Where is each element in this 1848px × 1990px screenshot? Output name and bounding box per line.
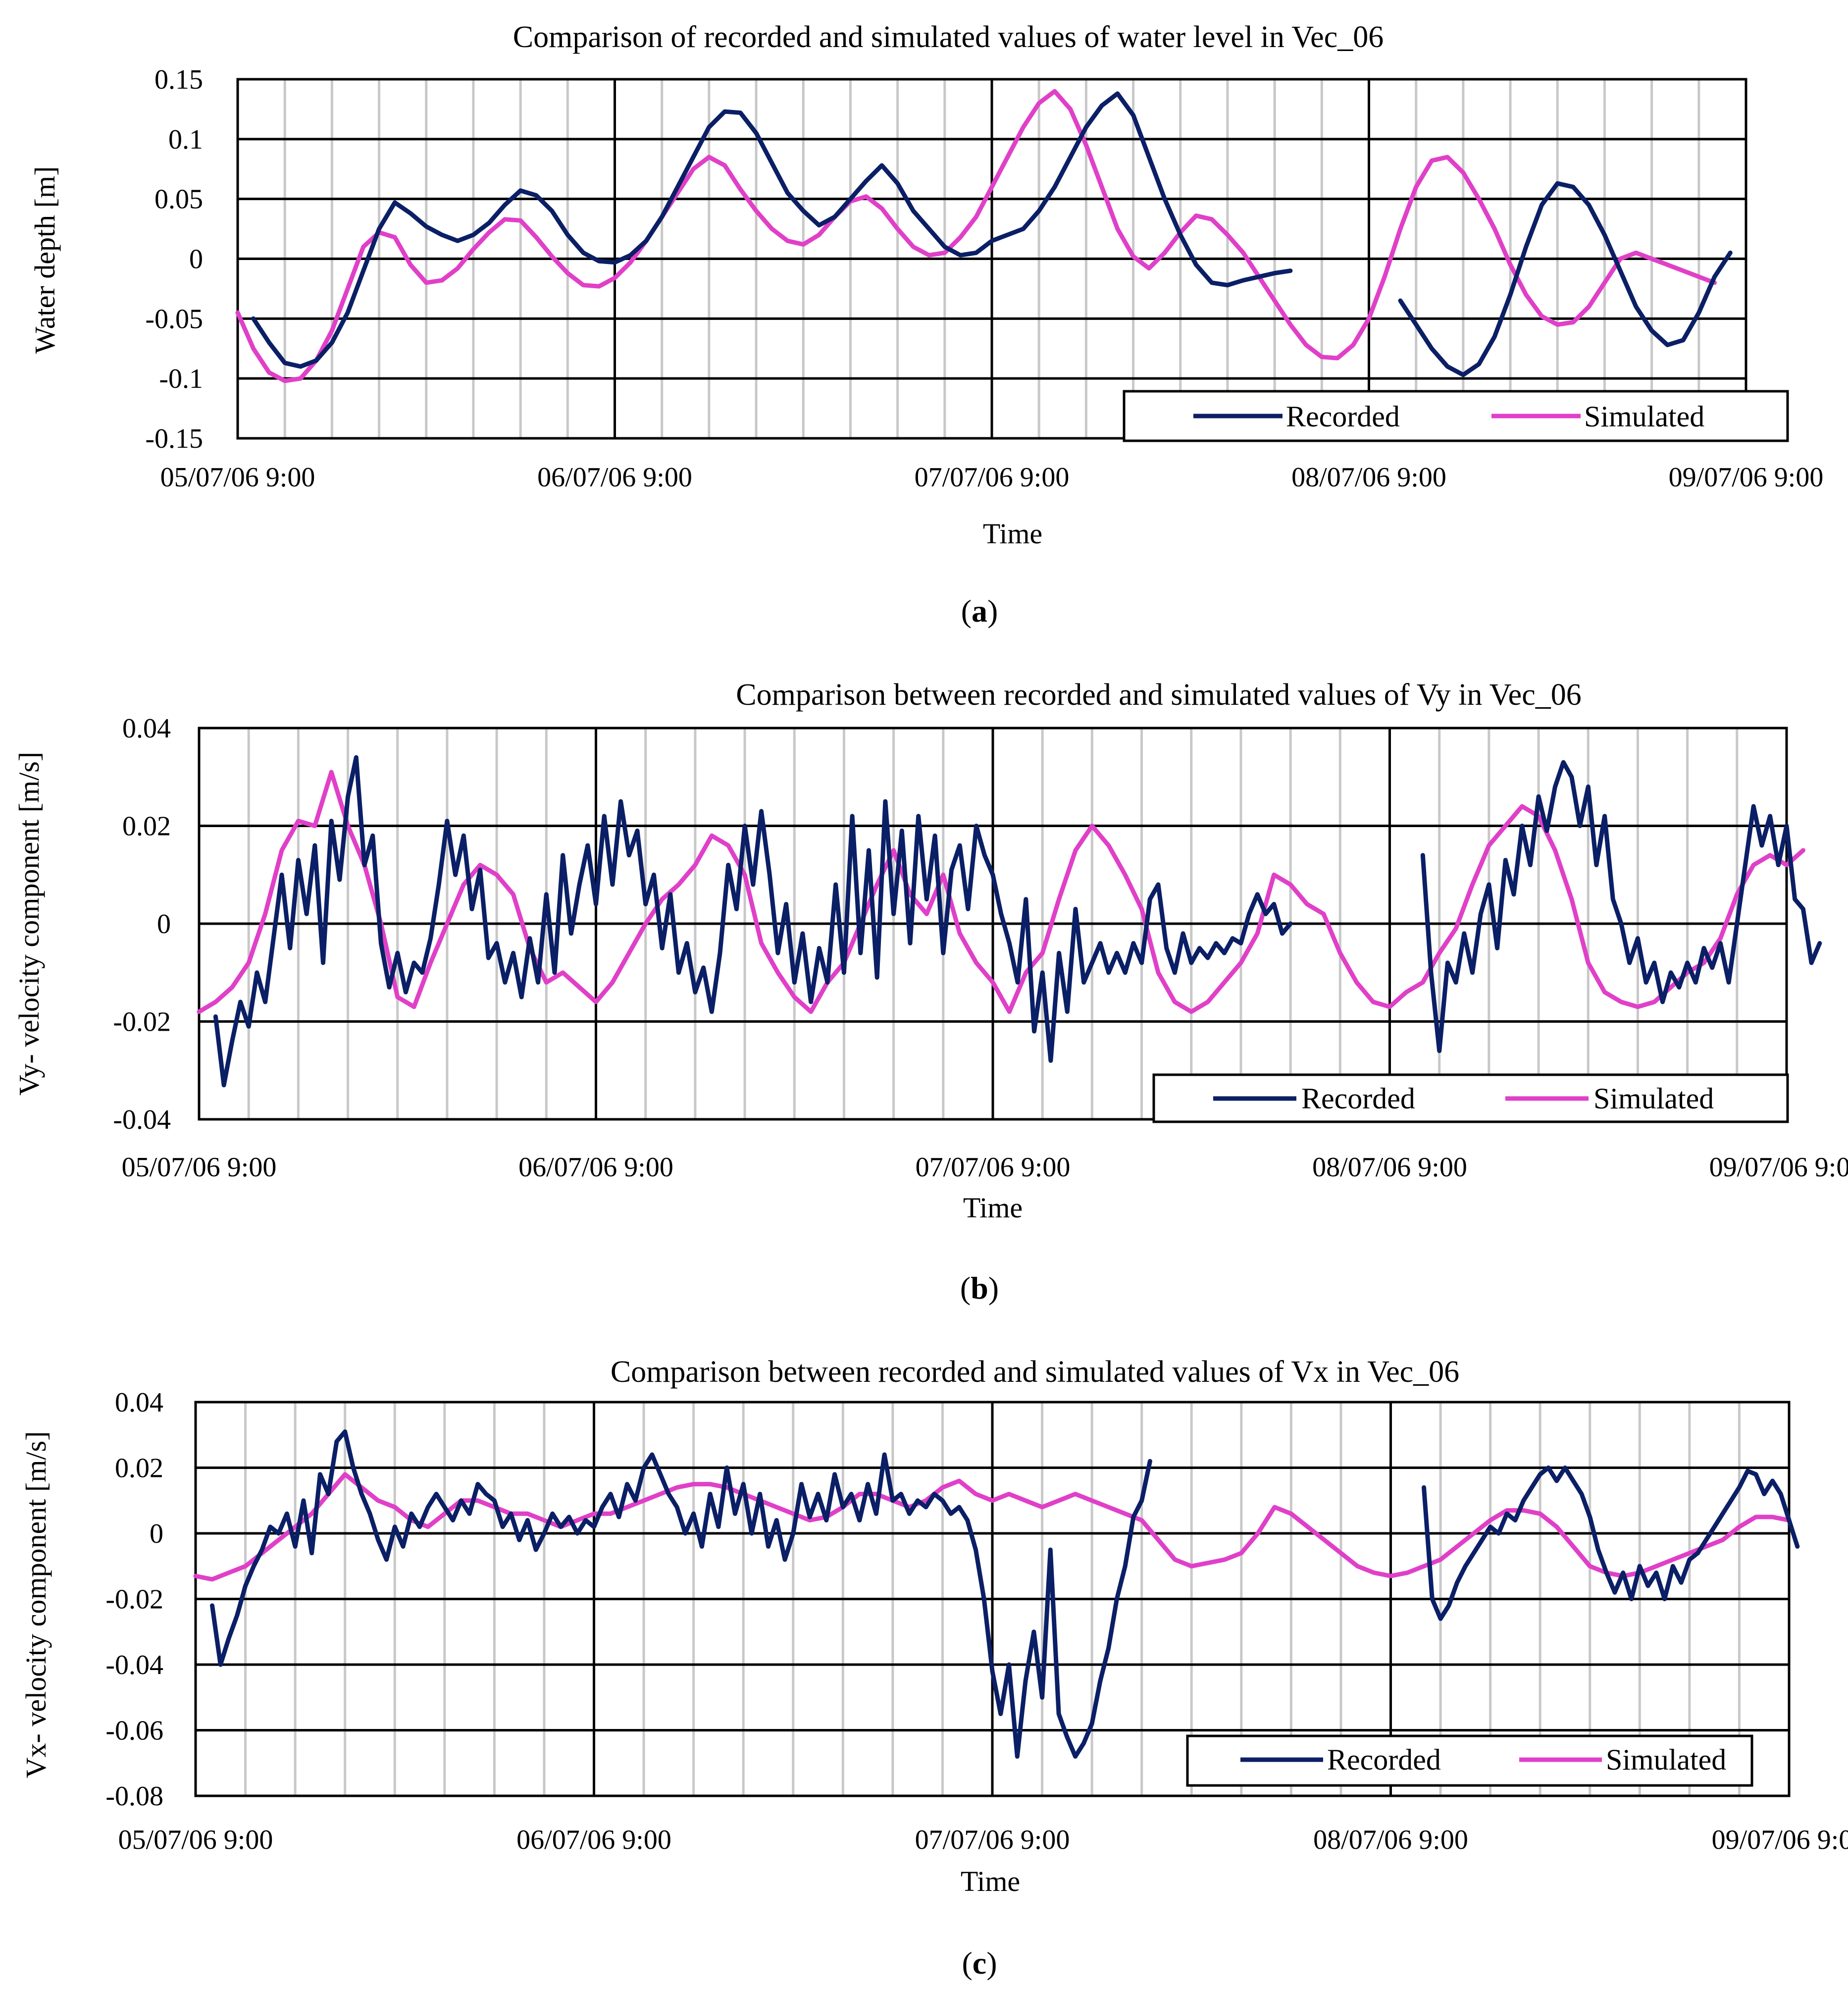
chart-c-caption: (c) xyxy=(962,1945,997,1981)
chart-a-xtick-label: 07/07/06 9:00 xyxy=(915,462,1070,493)
chart-b-plot-frame xyxy=(198,727,1788,1121)
chart-a-ytick-label: -0.15 xyxy=(145,423,203,454)
chart-b-series-recorded-seg-1 xyxy=(1420,760,1822,1053)
chart-b-legend-simulated-label: Simulated xyxy=(1593,1082,1714,1115)
chart-b-xtick-label: 06/07/06 9:00 xyxy=(518,1152,673,1183)
chart-b-y-axis-label: Vy- velocity component [m/s] xyxy=(13,752,45,1096)
chart-c-xtick-label: 05/07/06 9:00 xyxy=(118,1825,273,1855)
chart-b-caption: (b) xyxy=(960,1270,999,1306)
chart-a-water-level: Comparison of recorded and simulated val… xyxy=(29,20,1823,628)
chart-b-ytick-label: -0.02 xyxy=(113,1007,171,1038)
chart-b-legend-recorded-label: Recorded xyxy=(1301,1082,1415,1115)
chart-b-title: Comparison between recorded and simulate… xyxy=(736,678,1581,712)
chart-c-ytick-label: 0.02 xyxy=(115,1453,163,1484)
chart-a-ytick-label: -0.1 xyxy=(159,364,203,394)
chart-b-xtick-label: 08/07/06 9:00 xyxy=(1312,1152,1467,1183)
chart-c-x-axis-label: Time xyxy=(961,1865,1020,1897)
chart-c-xtick-label: 09/07/06 9:00 xyxy=(1712,1825,1848,1855)
chart-a-xtick-label: 08/07/06 9:00 xyxy=(1291,462,1446,493)
chart-a-x-axis-label: Time xyxy=(983,518,1042,550)
chart-a-series-recorded-seg-0 xyxy=(251,91,1293,369)
chart-b-vy-velocity: Comparison between recorded and simulate… xyxy=(13,678,1848,1306)
chart-a-legend: Recorded Simulated xyxy=(1123,390,1789,442)
chart-a-xtick-label: 06/07/06 9:00 xyxy=(537,462,692,493)
chart-a-ytick-label: 0.15 xyxy=(154,64,203,95)
chart-a-series-recorded-seg-1 xyxy=(1398,181,1733,377)
chart-a-xtick-label: 05/07/06 9:00 xyxy=(160,462,315,493)
chart-b-ytick-label: -0.04 xyxy=(113,1104,171,1135)
chart-c-ytick-label: -0.04 xyxy=(105,1650,163,1680)
chart-c-ytick-label: -0.08 xyxy=(105,1781,163,1812)
chart-c-xtick-label: 08/07/06 9:00 xyxy=(1313,1825,1468,1855)
chart-c-series-recorded-seg-0 xyxy=(210,1429,1152,1759)
chart-a-legend-simulated-label: Simulated xyxy=(1584,400,1704,433)
chart-b-xtick-label: 09/07/06 9:00 xyxy=(1709,1152,1848,1183)
chart-b-ytick-label: 0.04 xyxy=(122,713,171,744)
chart-c-xtick-label: 07/07/06 9:00 xyxy=(915,1825,1070,1855)
chart-b-series-recorded-seg-0 xyxy=(213,755,1293,1088)
chart-c-legend-simulated-label: Simulated xyxy=(1606,1743,1726,1776)
chart-b-xtick-label: 05/07/06 9:00 xyxy=(122,1152,277,1183)
chart-c-vx-velocity: Comparison between recorded and simulate… xyxy=(20,1355,1848,1981)
chart-a-ytick-label: 0.1 xyxy=(168,124,203,155)
chart-b-x-axis-label: Time xyxy=(963,1192,1023,1224)
chart-a-ytick-label: 0.05 xyxy=(154,184,203,215)
chart-a-series-simulated-seg-0 xyxy=(235,89,1717,383)
chart-b-ytick-label: 0 xyxy=(157,909,171,940)
chart-c-legend-recorded-label: Recorded xyxy=(1327,1743,1441,1776)
chart-c-ytick-label: -0.02 xyxy=(105,1584,163,1615)
chart-a-xtick-label: 09/07/06 9:00 xyxy=(1669,462,1824,493)
chart-c-plot-frame xyxy=(194,1401,1791,1797)
chart-c-y-axis-label: Vx- velocity component [m/s] xyxy=(20,1431,52,1779)
chart-c-series-recorded-seg-1 xyxy=(1422,1466,1800,1621)
chart-a-plot-frame xyxy=(236,78,1747,440)
chart-c-ytick-label: 0 xyxy=(150,1519,163,1549)
chart-c-ytick-label: 0.04 xyxy=(115,1387,163,1418)
chart-b-ytick-label: 0.02 xyxy=(122,811,171,842)
chart-a-title: Comparison of recorded and simulated val… xyxy=(513,20,1384,54)
chart-b-xtick-label: 07/07/06 9:00 xyxy=(916,1152,1071,1183)
chart-a-caption: (a) xyxy=(961,593,998,628)
chart-c-ytick-label: -0.06 xyxy=(105,1716,163,1746)
chart-a-ytick-label: -0.05 xyxy=(145,304,203,334)
chart-c-legend: Recorded Simulated xyxy=(1186,1734,1753,1787)
chart-c-title: Comparison between recorded and simulate… xyxy=(611,1355,1459,1389)
chart-a-legend-recorded-label: Recorded xyxy=(1286,400,1400,433)
chart-a-ytick-label: 0 xyxy=(189,244,203,275)
chart-c-xtick-label: 06/07/06 9:00 xyxy=(516,1825,671,1855)
chart-a-y-axis-label: Water depth [m] xyxy=(29,166,61,354)
chart-b-legend: Recorded Simulated xyxy=(1152,1073,1789,1123)
